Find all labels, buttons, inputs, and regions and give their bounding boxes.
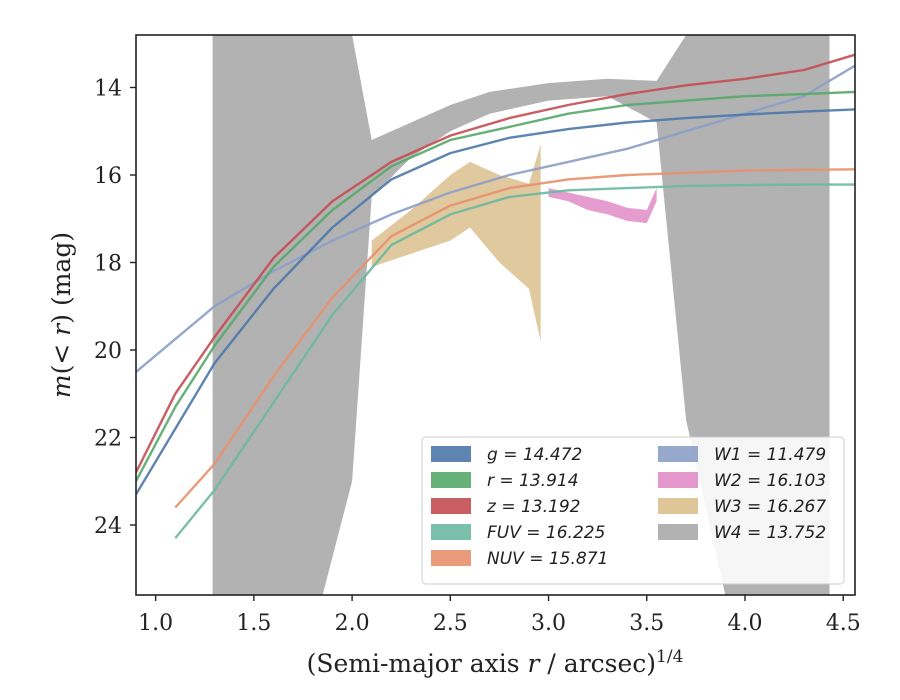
legend-swatch [431,550,471,566]
x-axis: 1.0 1.5 2.0 2.5 3.0 3.5 4.0 4.5 [138,595,861,636]
legend-box [421,436,845,585]
legend-swatch [431,524,471,540]
y-tick-label: 16 [94,164,122,189]
legend-label: g = 14.472 [487,445,582,465]
lines-layer [136,53,855,539]
y-tick-label: 18 [94,252,122,277]
x-tick-label: 3.5 [629,611,664,636]
x-tick-label: 4.0 [727,611,762,636]
y-tick-label: 24 [94,514,122,539]
legend: g = 14.472 r = 13.914 z = 13.192 FUV = 16.2… [421,436,845,585]
legend-label: FUV = 16.225 [487,523,605,543]
y-axis-title: m(< r) (mag) [47,232,76,398]
bands-layer [212,35,830,595]
legend-label: W1 = 11.479 [714,445,826,465]
x-tick-label: 2.0 [335,611,370,636]
legend-swatch [658,446,698,462]
legend-label: W3 = 16.267 [714,497,826,517]
band-w4 [212,35,830,595]
line-z [136,53,855,474]
x-axis-title: (Semi-major axis r / arcsec)1/4 [307,647,684,678]
y-tick-label: 20 [94,339,122,364]
x-tick-label: 3.0 [531,611,566,636]
legend-swatch [431,498,471,514]
legend-swatch [658,524,698,540]
band-w3 [371,144,541,342]
legend-label: NUV = 15.871 [487,549,608,569]
legend-label: r = 13.914 [487,471,579,491]
line-nuv [174,168,855,509]
x-tick-label: 1.0 [138,611,173,636]
y-tick-label: 22 [94,427,122,452]
y-axis: 14 16 18 20 22 24 [94,77,136,539]
legend-swatch [658,498,698,514]
y-tick-label: 14 [94,77,122,102]
legend-swatch [431,446,471,462]
legend-label: z = 13.192 [486,497,580,517]
plot-frame [135,34,856,596]
x-tick-label: 4.5 [826,611,861,636]
x-tick-label: 2.5 [433,611,468,636]
line-fuv [174,183,855,539]
legend-swatch [658,472,698,488]
legend-label: W2 = 16.103 [714,471,826,491]
x-tick-label: 1.5 [236,611,271,636]
legend-label: W4 = 13.752 [714,523,826,543]
band-w2 [548,188,657,224]
line-r [136,90,855,482]
legend-swatch [431,472,471,488]
line-g [136,108,855,496]
